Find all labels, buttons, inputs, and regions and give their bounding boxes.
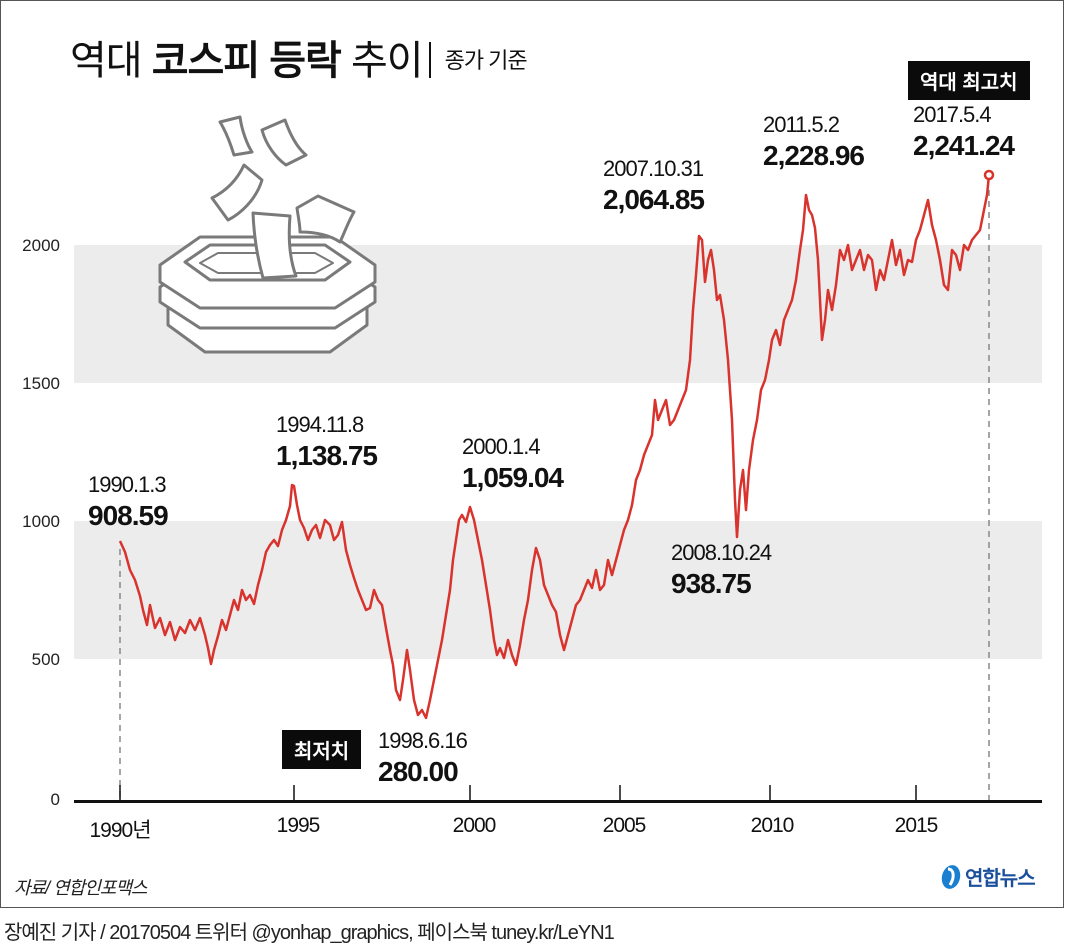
title-part2: 추이 (350, 39, 424, 83)
x-tick-2015: 2015 (894, 814, 939, 837)
chart-title: 역대 코스피 등락 추이 종가 기준 (70, 28, 528, 86)
logo-text: 연합뉴스 (965, 868, 1036, 890)
chart-subtitle: 종가 기준 (444, 48, 528, 73)
band-500-1000 (74, 521, 1042, 659)
credit-line: 장예진 기자 / 20170504 트위터 @yonhap_graphics, … (4, 922, 615, 944)
x-tick-2005: 2005 (602, 814, 647, 837)
x-tick-1990: 1990년 (89, 819, 151, 842)
y-tick-1500: 1500 (22, 374, 60, 393)
x-tick-1995: 1995 (276, 814, 321, 837)
data-source: 자료/ 연합인포맥스 (14, 878, 147, 898)
x-tick-2000: 2000 (452, 814, 497, 837)
money-box-illustration-icon (158, 115, 377, 354)
annotation-2000: 2000.1.4 1,059.04 (462, 434, 564, 493)
record-high-badge: 역대 최고치 (908, 61, 1030, 100)
annotation-2008: 2008.10.24 938.75 (671, 540, 772, 599)
y-tick-1000: 1000 (22, 512, 60, 531)
x-tick-2010: 2010 (750, 814, 795, 837)
y-tick-500: 500 (31, 650, 60, 669)
x-axis (74, 800, 1042, 803)
record-low-badge: 최저치 (282, 730, 362, 769)
y-tick-0: 0 (50, 790, 60, 809)
annotation-2017: 2017.5.4 2,241.24 (913, 102, 1015, 161)
title-bold: 코스피 등락 (151, 39, 342, 83)
y-tick-2000: 2000 (22, 236, 60, 255)
title-divider (428, 42, 431, 78)
yonhap-logo: 연합뉴스 (940, 862, 1036, 891)
annotation-2007: 2007.10.31 2,064.85 (603, 156, 705, 215)
kospi-line (118, 174, 991, 720)
yonhap-logo-icon (941, 864, 961, 889)
annotation-1994: 1994.11.8 1,138.75 (276, 412, 378, 471)
record-high-marker (983, 169, 995, 181)
title-part1: 역대 (70, 39, 143, 83)
annotation-1998: 1998.6.16 280.00 (378, 728, 468, 787)
annotation-2011: 2011.5.2 2,228.96 (763, 112, 865, 171)
annotation-1990: 1990.1.3 908.59 (88, 472, 169, 531)
chart-frame (0, 0, 1064, 908)
